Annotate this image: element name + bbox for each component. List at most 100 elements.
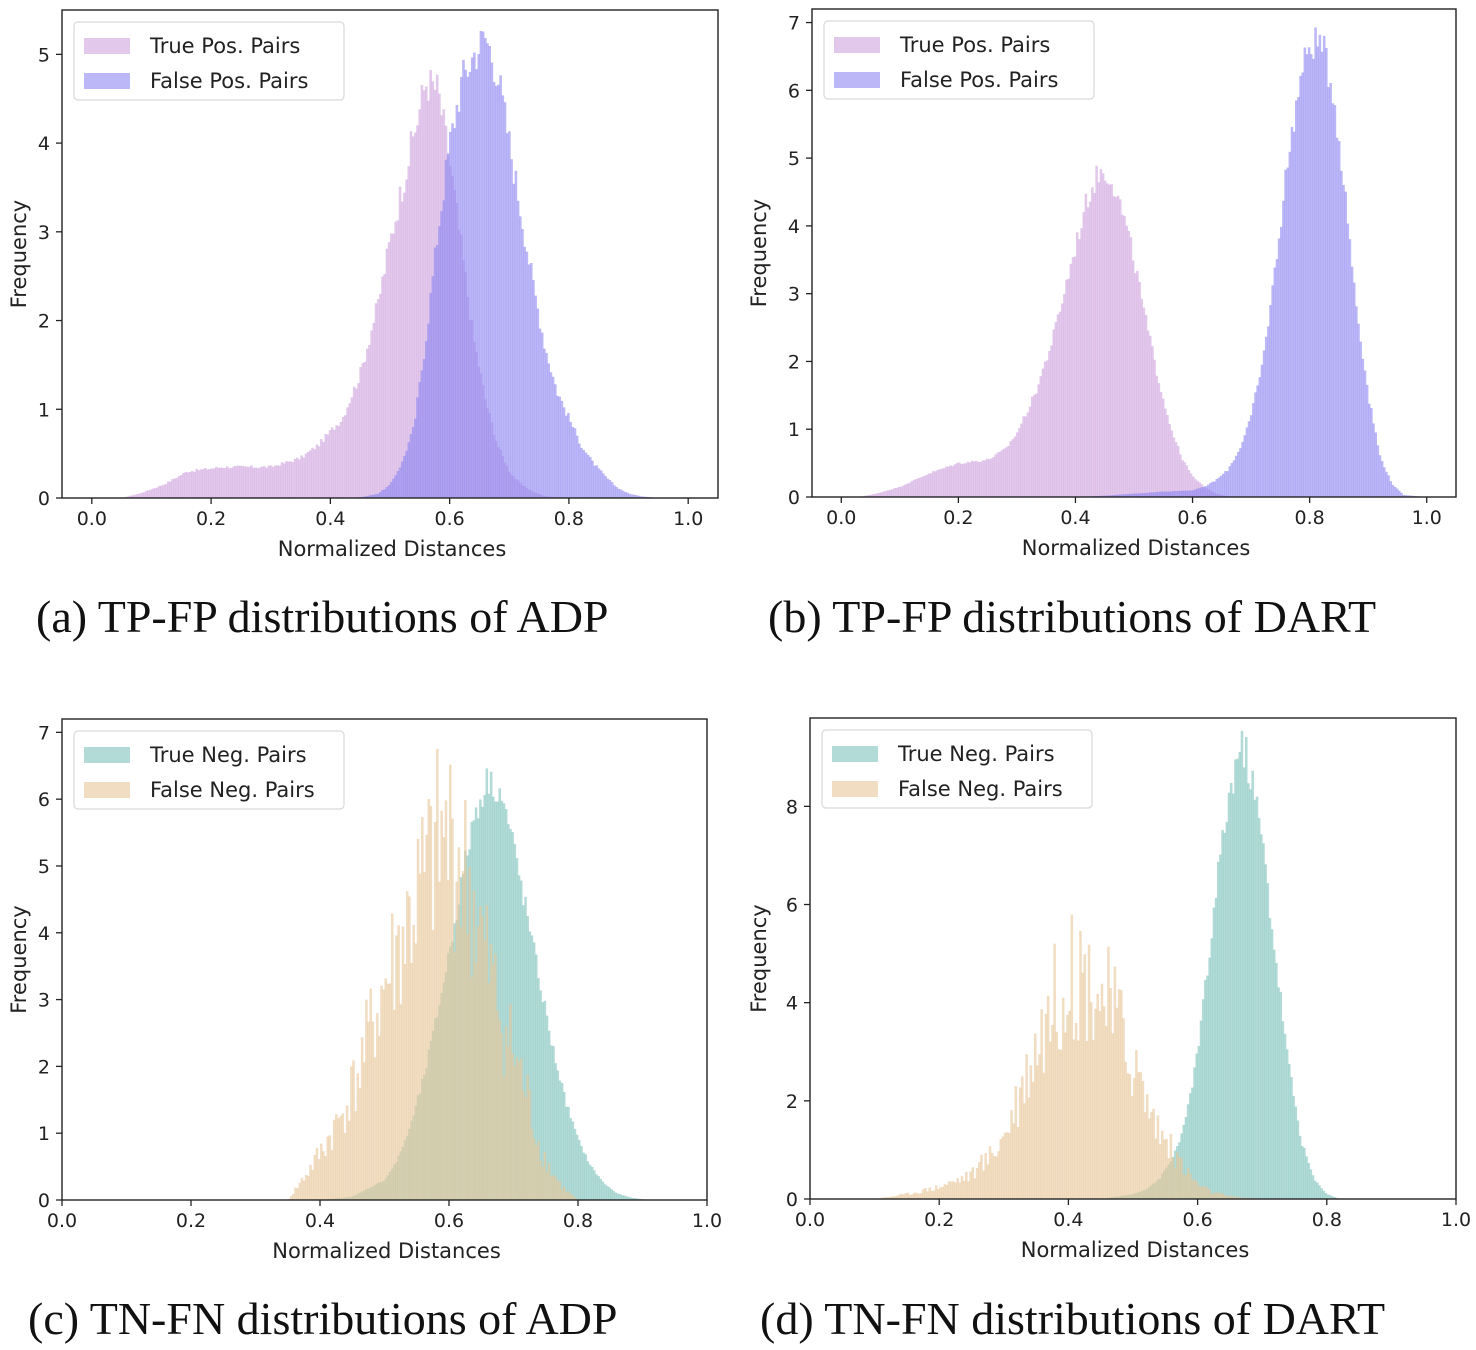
hist-bar <box>228 468 231 498</box>
y-axis-label: Frequency <box>7 905 31 1014</box>
legend-label: True Pos. Pairs <box>899 33 1050 57</box>
hist-bar <box>904 484 907 497</box>
hist-bar <box>547 1030 551 1200</box>
hist-bar <box>1072 1039 1076 1199</box>
hist-bar <box>381 490 384 498</box>
hist-bar <box>464 69 467 499</box>
hist-bar <box>410 962 413 1200</box>
hist-bar <box>376 493 380 498</box>
hist-bar <box>479 906 482 1200</box>
hist-bar <box>500 800 504 1200</box>
hist-bar <box>357 383 360 498</box>
hist-bar <box>1142 307 1146 497</box>
hist-bar <box>1232 460 1236 497</box>
hist-bar <box>909 1194 912 1199</box>
hist-bar <box>431 276 435 498</box>
hist-bar <box>444 159 448 498</box>
hist-bar <box>614 1192 618 1200</box>
hist-bar <box>317 446 321 498</box>
x-tick-label: 1.0 <box>1441 1209 1471 1231</box>
hist-bar <box>394 221 397 498</box>
hist-bar <box>350 397 354 498</box>
hist-bar <box>406 891 409 1200</box>
hist-bar <box>396 471 400 498</box>
hist-bar <box>569 1118 572 1200</box>
hist-bar <box>1167 1158 1171 1199</box>
hist-bar <box>424 341 428 498</box>
hist-bar <box>915 479 918 497</box>
hist-bar <box>1393 486 1397 497</box>
hist-bar <box>345 1105 349 1200</box>
hist-bar <box>535 1145 538 1200</box>
hist-bar <box>567 1191 570 1200</box>
hist-bar <box>1145 1094 1149 1199</box>
hist-bar <box>945 1184 949 1199</box>
hist-bar <box>562 407 566 498</box>
hist-bar <box>1031 1081 1035 1199</box>
hist-bar <box>431 930 435 1200</box>
hist-bar <box>552 1046 555 1200</box>
hist-bar <box>530 1129 534 1200</box>
hist-bar <box>1191 476 1195 497</box>
hist-bar <box>1099 169 1103 497</box>
hist-bar <box>394 475 397 498</box>
hist-bar <box>158 485 161 498</box>
hist-bar <box>1370 407 1373 497</box>
hist-bar <box>1331 1196 1334 1199</box>
hist-bar <box>236 465 240 498</box>
hist-bar <box>525 251 529 498</box>
hist-bar <box>372 494 376 498</box>
y-tick-label: 2 <box>786 1091 798 1113</box>
hist-bar <box>250 465 253 498</box>
hist-bar <box>543 348 546 498</box>
hist-bar <box>532 942 536 1200</box>
hist-bar <box>945 466 948 497</box>
hist-bar <box>502 1076 506 1200</box>
hist-bar <box>252 467 255 498</box>
hist-bar <box>900 1193 903 1199</box>
hist-bar <box>1116 195 1120 497</box>
hist-bar <box>1389 481 1392 497</box>
hist-bar <box>1138 493 1141 497</box>
hist-bar <box>1322 35 1326 498</box>
hist-bar <box>295 457 299 498</box>
hist-bar <box>912 479 916 497</box>
hist-bar <box>407 166 411 498</box>
hist-bar <box>1219 475 1223 497</box>
hist-bar <box>1117 989 1121 1199</box>
hist-bar <box>940 468 944 497</box>
hist-bar <box>562 1186 566 1200</box>
hist-bar <box>1198 488 1201 497</box>
legend-label: True Neg. Pairs <box>149 743 307 767</box>
hist-bar <box>1327 87 1330 498</box>
hist-bar <box>285 461 288 498</box>
hist-bar <box>1112 196 1116 497</box>
hist-bar <box>1281 1021 1285 1199</box>
hist-bar <box>1143 1112 1147 1199</box>
hist-bar <box>1383 467 1386 497</box>
hist-bar <box>1185 490 1189 497</box>
hist-bar <box>501 95 505 499</box>
hist-bar <box>575 1134 579 1200</box>
hist-bar <box>1225 1196 1229 1199</box>
hist-bar <box>1129 493 1133 497</box>
hist-bar <box>505 133 509 498</box>
hist-bar <box>962 1180 966 1199</box>
hist-bar <box>274 465 277 498</box>
hist-bar <box>1085 1040 1089 1199</box>
hist-bar <box>565 1192 568 1200</box>
hist-bar <box>147 490 150 498</box>
hist-bar <box>188 471 192 498</box>
hist-bar <box>1206 484 1210 497</box>
hist-bar <box>943 1184 947 1199</box>
hist-bar <box>1018 1087 1022 1199</box>
hist-bar <box>171 479 174 498</box>
hist-bar <box>1005 1132 1009 1199</box>
histogram-chart-c: 0.0 0.2 0.4 0.6 0.8 1.0 0 1 2 3 4 5 6 7 Normalized Dis… <box>7 718 722 1263</box>
hist-bar <box>313 449 317 498</box>
hist-bar <box>1303 47 1307 497</box>
hist-bar <box>1325 47 1328 498</box>
hist-bar <box>507 824 510 1200</box>
hist-bar <box>365 999 368 1200</box>
hist-bar <box>208 468 212 498</box>
